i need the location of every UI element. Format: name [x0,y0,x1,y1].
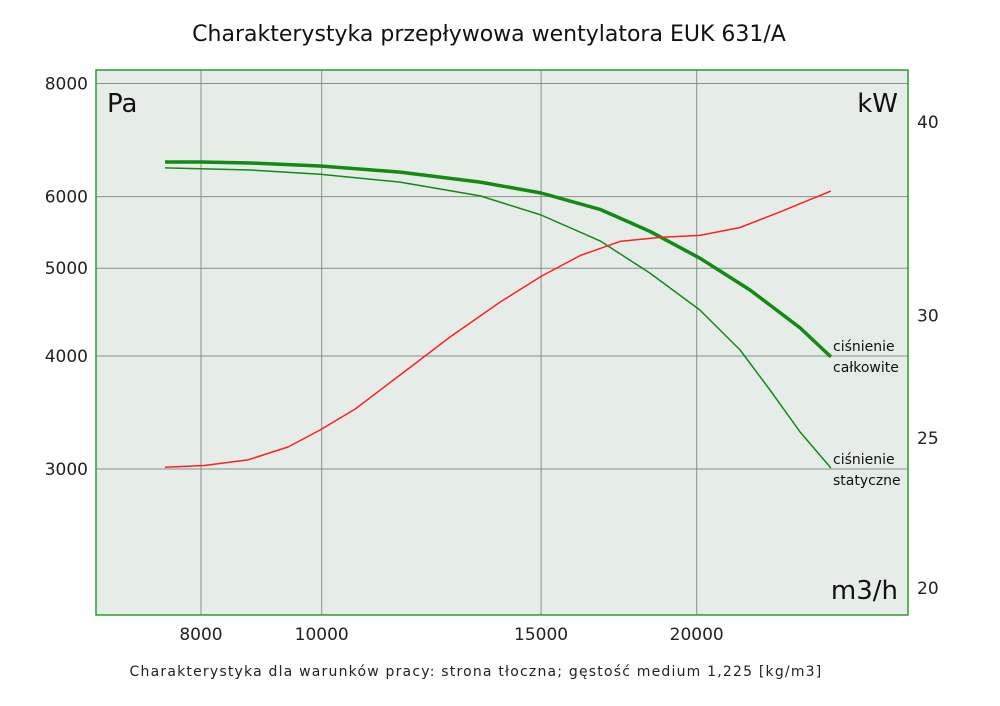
label-static-pressure-2: statyczne [833,473,901,489]
label-static-pressure-1: ciśnienie [833,452,895,468]
plot-frame [95,69,909,616]
y2-tick-label: 40 [917,113,939,133]
series-line-1 [164,167,832,469]
y-tick-label: 5000 [45,259,88,279]
y-tick-label: 3000 [45,460,88,480]
series-line-2 [164,190,832,468]
y-axis-unit: Pa [107,89,137,119]
grid [96,70,908,615]
series-group [164,160,833,469]
x-tick-label: 20000 [670,625,724,645]
plot-area [96,70,908,615]
y-tick-label: 6000 [45,188,88,208]
y2-axis-unit: kW [857,89,898,119]
chart-title: Charakterystyka przepływowa wentylatora … [192,22,786,47]
label-total-pressure-1: ciśnienie [833,339,895,355]
x-tick-label: 8000 [179,625,222,645]
footnote: Charakterystyka dla warunków pracy: stro… [130,664,823,680]
y2-tick-label: 25 [917,429,939,449]
x-tick-label: 10000 [295,625,349,645]
y2-tick-label: 20 [917,579,939,599]
y2-tick-label: 30 [917,307,939,327]
series-line-0 [165,160,833,359]
tick-labels: 8000 10000 15000 20000 3000 4000 5000 6000 8000 2… [45,75,939,645]
x-axis-unit: m3/h [831,576,898,606]
y-tick-label: 4000 [45,347,88,367]
x-tick-label: 15000 [514,625,568,645]
label-total-pressure-2: całkowite [833,360,899,376]
y-tick-label: 8000 [45,75,88,95]
